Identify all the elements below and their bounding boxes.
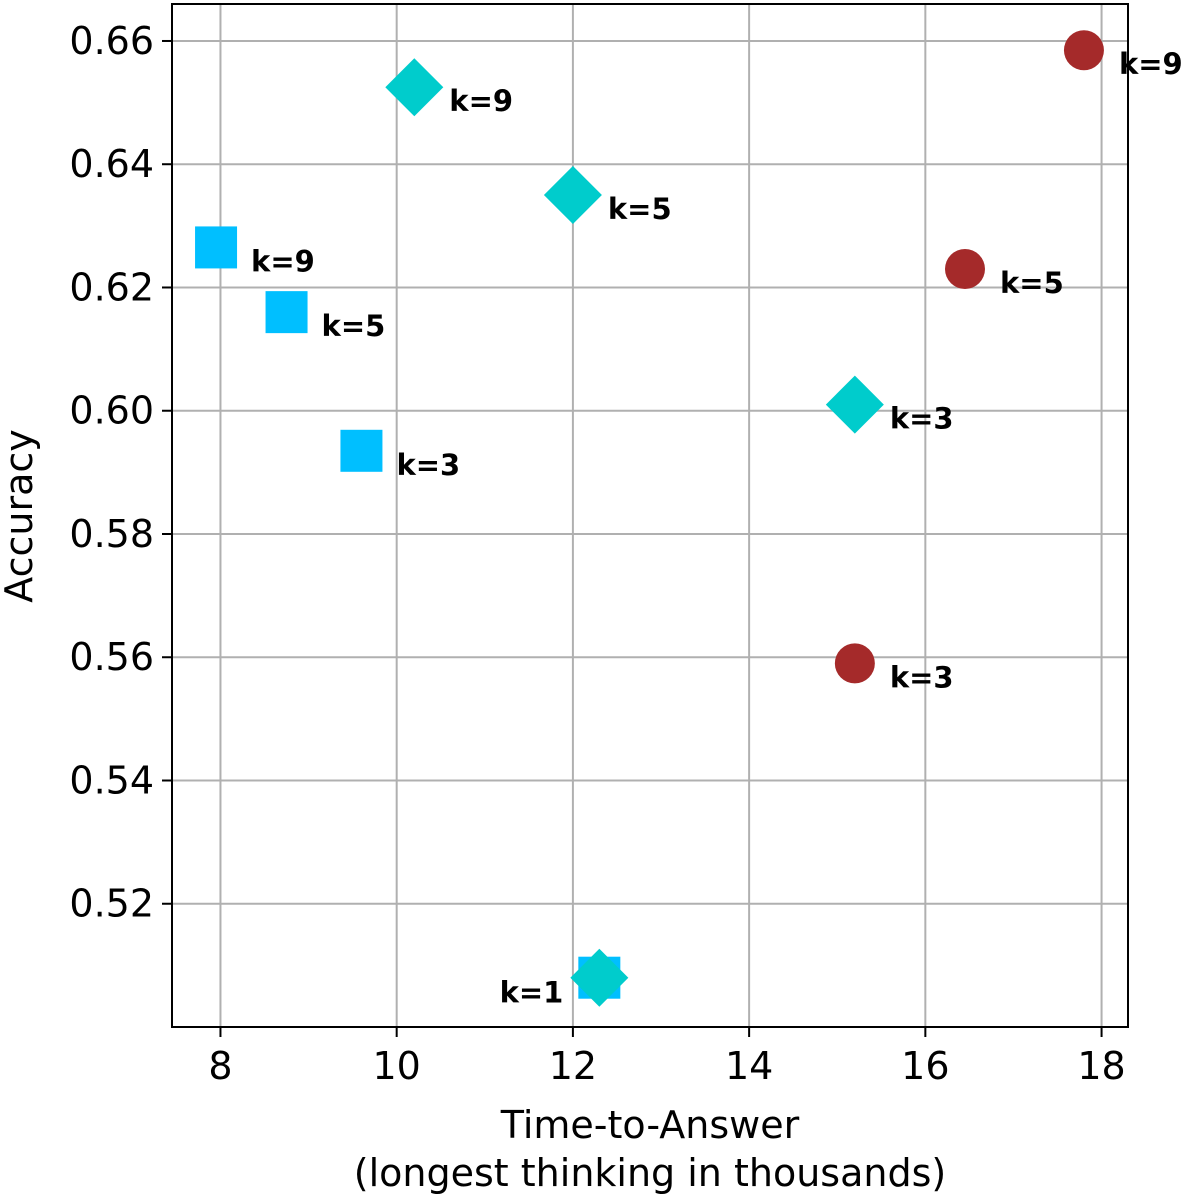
point-annotation: k=3	[396, 448, 460, 482]
y-axis-ticks: 0.52 0.54 0.56 0.58 0.60 0.62 0.64 0.66	[69, 19, 172, 926]
x-tick-label: 10	[373, 1044, 421, 1088]
x-tick-label: 8	[208, 1044, 232, 1088]
y-tick-label: 0.54	[69, 758, 154, 802]
point-annotations: k=3k=5k=9k=3k=5k=9k=1k=3k=5k=9	[251, 47, 1183, 1009]
circle-point	[1063, 30, 1104, 71]
grid-lines	[172, 4, 1128, 1027]
x-tick-label: 16	[901, 1044, 949, 1088]
plot-frame	[171, 3, 1129, 1028]
y-axis-label: Accuracy	[0, 429, 41, 603]
diamond-point	[825, 375, 884, 434]
square-point	[265, 291, 308, 334]
y-tick-label: 0.66	[69, 19, 154, 63]
point-annotation: k=3	[890, 660, 954, 694]
diamond-point	[570, 948, 629, 1007]
y-tick-label: 0.58	[69, 512, 154, 556]
y-tick-label: 0.62	[69, 265, 154, 309]
y-tick-label: 0.52	[69, 882, 154, 926]
point-annotation: k=9	[251, 244, 315, 278]
y-tick-label: 0.56	[69, 635, 154, 679]
x-tick-label: 14	[725, 1044, 773, 1088]
x-axis-label: Time-to-Answer	[500, 1103, 800, 1147]
square-point	[195, 226, 238, 269]
data-points	[195, 30, 1104, 1007]
diamond-point	[543, 166, 602, 225]
x-tick-label: 12	[549, 1044, 597, 1088]
circle-point	[944, 248, 985, 289]
point-annotation: k=5	[322, 309, 386, 343]
point-annotation: k=5	[608, 192, 672, 226]
square-point	[340, 429, 383, 472]
point-annotation: k=5	[1000, 266, 1064, 300]
diamond-point	[385, 58, 444, 117]
x-tick-label: 18	[1077, 1044, 1125, 1088]
y-tick-label: 0.60	[69, 389, 154, 433]
point-annotation: k=9	[449, 84, 513, 118]
point-annotation: k=9	[1119, 47, 1183, 81]
x-axis-label-secondary: (longest thinking in thousands)	[354, 1151, 946, 1195]
circle-point	[834, 643, 875, 684]
x-axis-ticks: 8 10 12 14 16 18	[208, 1027, 1126, 1088]
point-annotation: k=1	[500, 976, 564, 1010]
point-annotation: k=3	[890, 402, 954, 436]
y-tick-label: 0.64	[69, 142, 154, 186]
